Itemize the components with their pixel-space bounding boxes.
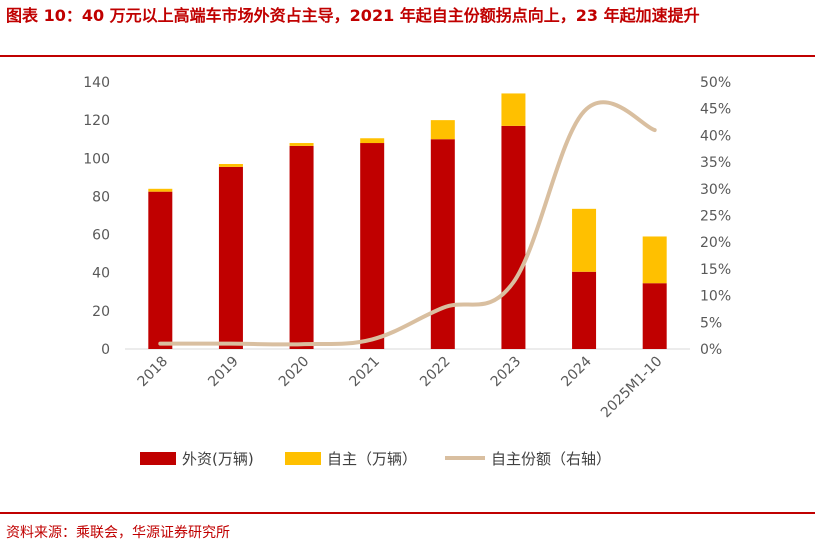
left-tick-label: 140	[83, 75, 110, 91]
bar-domestic	[148, 188, 173, 192]
legend-label: 外资(万辆)	[182, 450, 254, 468]
bar-domestic	[572, 208, 597, 272]
footer-divider	[0, 512, 815, 514]
right-tick-label: 30%	[700, 182, 731, 198]
legend-swatch	[285, 452, 321, 465]
bar-foreign	[572, 271, 597, 349]
bar-domestic	[289, 143, 314, 146]
source-note: 资料来源：乘联会，华源证券研究所	[6, 525, 230, 541]
bar-foreign	[289, 145, 314, 349]
legend-label: 自主（万辆）	[327, 450, 417, 468]
right-tick-label: 0%	[700, 342, 722, 358]
left-axis-ticks: 0 20 40 60 80 100 120 140	[83, 75, 110, 358]
left-tick-label: 100	[83, 151, 110, 167]
right-tick-label: 20%	[700, 235, 731, 251]
x-tick-label: 2020	[276, 354, 313, 391]
bar-domestic	[430, 120, 455, 140]
x-tick-label: 2022	[417, 354, 454, 391]
bar-domestic	[501, 93, 526, 126]
bar-foreign	[360, 143, 385, 349]
x-axis-ticks: 2018 2019 2020 2021 2022 2023 2024 2025M1-10	[135, 353, 666, 421]
left-tick-label: 0	[101, 342, 110, 358]
x-tick-label: 2025M1-10	[598, 354, 666, 422]
right-tick-label: 45%	[700, 102, 731, 118]
right-tick-label: 40%	[700, 128, 731, 144]
chart: 0 20 40 60 80 100 120 140 0% 5% 10% 15% 20% 25% 30% 35…	[83, 75, 731, 468]
share-line	[158, 100, 657, 347]
right-tick-label: 5%	[700, 315, 722, 331]
x-tick-label: 2018	[135, 354, 172, 391]
left-tick-label: 40	[92, 266, 110, 282]
legend-swatch	[140, 452, 176, 465]
bar-domestic	[360, 138, 385, 144]
right-axis-ticks: 0% 5% 10% 15% 20% 25% 30% 35% 40% 45% 50%	[700, 75, 731, 358]
legend: 外资(万辆) 自主（万辆） 自主份额（右轴）	[140, 450, 611, 468]
x-tick-label: 2021	[347, 354, 384, 391]
left-tick-label: 120	[83, 113, 110, 129]
left-tick-label: 20	[92, 304, 110, 320]
bar-domestic	[218, 164, 243, 167]
title-divider	[0, 55, 815, 57]
right-tick-label: 10%	[700, 289, 731, 305]
bar-foreign	[501, 125, 526, 349]
bar-foreign	[642, 283, 667, 349]
left-tick-label: 80	[92, 189, 110, 205]
bar-foreign	[148, 191, 173, 349]
legend-label: 自主份额（右轴）	[491, 450, 611, 468]
right-tick-label: 35%	[700, 155, 731, 171]
x-tick-label: 2019	[205, 354, 242, 391]
x-tick-label: 2024	[558, 353, 595, 390]
right-tick-label: 50%	[700, 75, 731, 91]
bar-domestic	[642, 236, 667, 284]
right-tick-label: 15%	[700, 262, 731, 278]
share-line-layer	[158, 100, 657, 347]
chart-title: 图表 10：40 万元以上高端车市场外资占主导，2021 年起自主份额拐点向上，…	[6, 6, 700, 25]
bar-foreign	[218, 166, 243, 349]
left-tick-label: 60	[92, 228, 110, 244]
bars	[148, 93, 667, 349]
right-tick-label: 25%	[700, 209, 731, 225]
x-tick-label: 2023	[488, 354, 525, 391]
bar-foreign	[430, 139, 455, 349]
